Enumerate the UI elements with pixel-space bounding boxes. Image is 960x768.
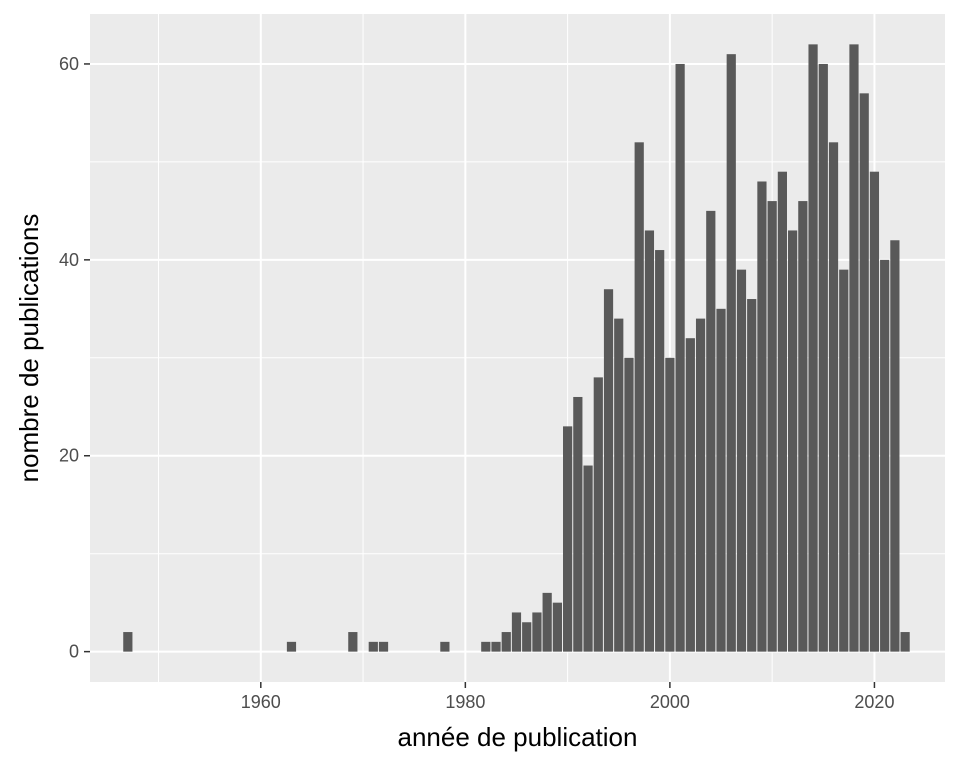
- x-tick-label: 2020: [854, 692, 894, 712]
- bar: [767, 201, 777, 652]
- bar: [522, 622, 532, 652]
- bar: [675, 63, 685, 652]
- bar: [828, 142, 839, 652]
- bar: [481, 641, 491, 652]
- bar: [880, 259, 890, 652]
- bar: [563, 426, 573, 652]
- bar: [736, 269, 747, 652]
- bar: [706, 210, 716, 652]
- x-tick-label: 1980: [445, 692, 485, 712]
- y-tick-label: 20: [59, 446, 79, 466]
- x-axis: 1960 1980 2000 2020: [241, 682, 894, 712]
- bar: [695, 318, 706, 652]
- bar: [818, 63, 828, 652]
- bars: [123, 44, 910, 652]
- y-tick-label: 40: [59, 250, 79, 270]
- bar: [859, 93, 869, 652]
- bar: [603, 289, 614, 652]
- bar: [348, 632, 358, 652]
- bar: [634, 142, 644, 652]
- y-tick-label: 0: [69, 642, 79, 662]
- bar: [286, 641, 297, 652]
- y-axis: 0 20 40 60: [59, 54, 90, 662]
- bar: [583, 465, 593, 652]
- bar: [552, 602, 562, 652]
- bar: [573, 396, 583, 652]
- bar: [869, 171, 880, 652]
- bar: [614, 318, 624, 652]
- bar: [900, 632, 910, 652]
- bar: [777, 171, 787, 652]
- bar: [685, 338, 695, 652]
- bar: [808, 44, 818, 652]
- bar: [491, 641, 501, 652]
- y-tick-label: 60: [59, 54, 79, 74]
- bar: [757, 181, 767, 652]
- bar: [890, 240, 900, 652]
- bar: [747, 299, 757, 652]
- bar: [440, 641, 450, 652]
- bar: [655, 250, 665, 652]
- bar: [593, 377, 603, 652]
- bar: [368, 641, 378, 652]
- bar: [501, 632, 511, 652]
- bar: [532, 612, 542, 652]
- bar: [788, 230, 798, 652]
- x-tick-label: 1960: [241, 692, 281, 712]
- x-tick-label: 2000: [650, 692, 690, 712]
- bar: [123, 632, 133, 652]
- bar: [378, 641, 389, 652]
- y-axis-title: nombre de publications: [14, 214, 44, 483]
- bar: [839, 269, 849, 652]
- bar: [798, 201, 808, 652]
- bar: [716, 308, 726, 652]
- bar: [542, 592, 552, 652]
- bar: [665, 357, 675, 652]
- bar: [726, 54, 736, 652]
- bar: [624, 357, 634, 652]
- x-axis-title: année de publication: [398, 722, 638, 752]
- bar: [849, 44, 859, 652]
- bar: [644, 230, 655, 652]
- bar: [511, 612, 522, 652]
